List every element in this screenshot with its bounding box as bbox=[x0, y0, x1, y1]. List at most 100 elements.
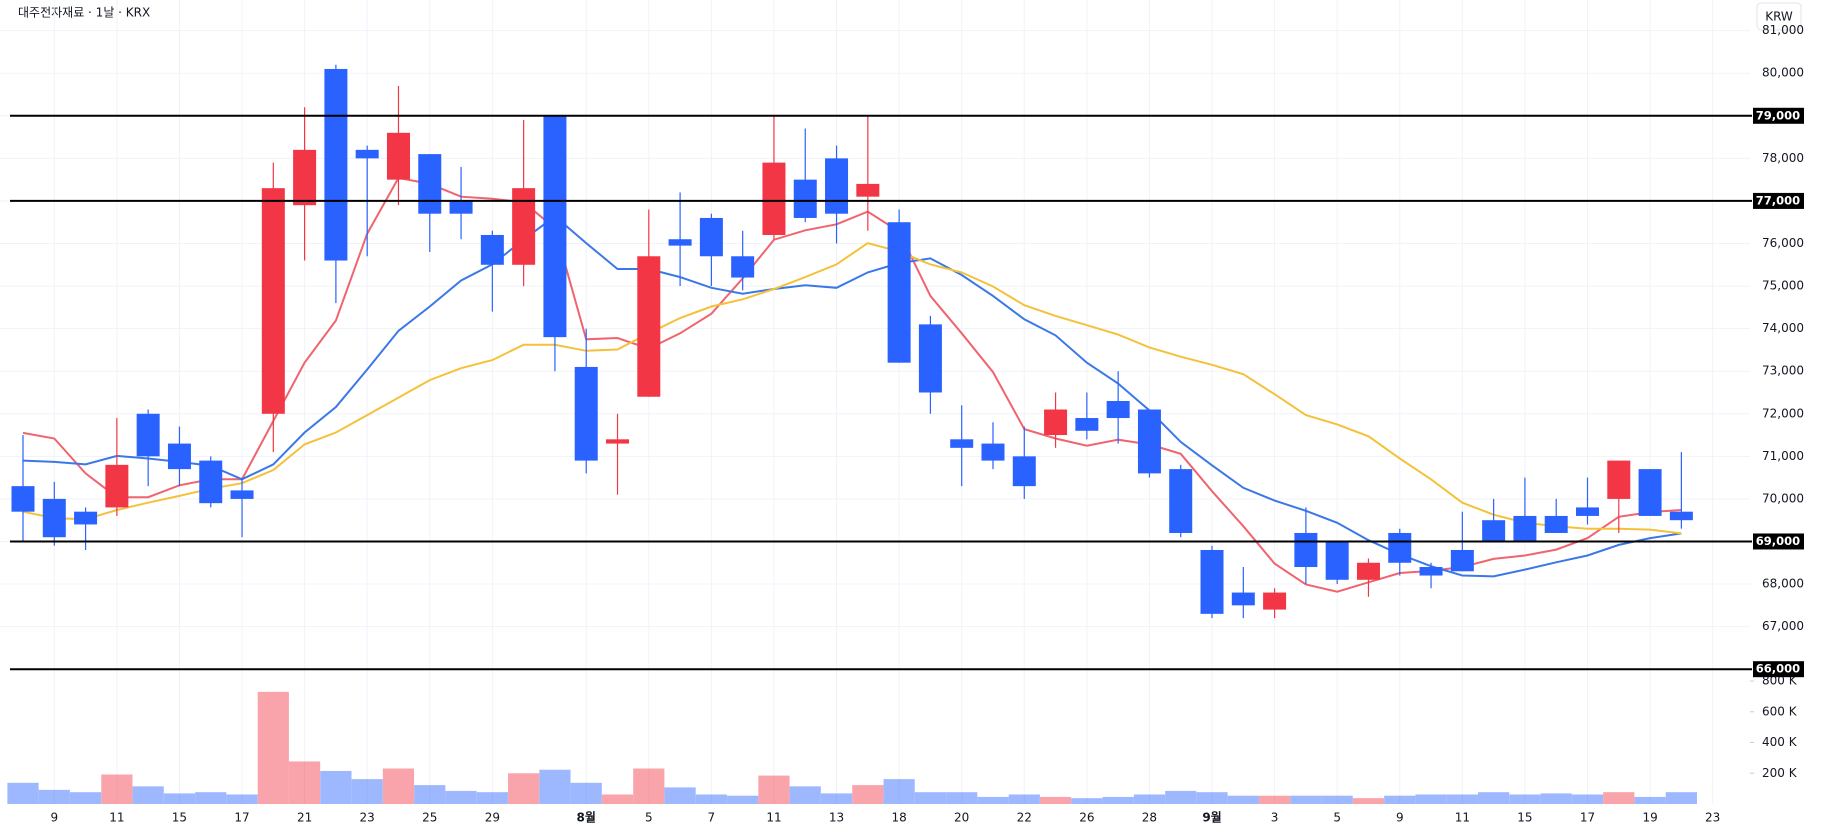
x-tick-label: 17 bbox=[234, 811, 249, 825]
x-tick-label: 28 bbox=[1142, 811, 1157, 825]
x-tick-label: 13 bbox=[829, 811, 844, 825]
x-tick-label: 15 bbox=[172, 811, 187, 825]
volume-bar bbox=[257, 691, 289, 804]
y-tick-label: 76,000 bbox=[1762, 236, 1804, 250]
candle-body bbox=[887, 222, 911, 363]
volume-bar bbox=[445, 790, 477, 804]
moving-average-line bbox=[22, 242, 1682, 535]
volume-bar bbox=[320, 770, 352, 804]
candle-body bbox=[199, 460, 223, 504]
candle-body bbox=[230, 490, 254, 499]
volume-bar bbox=[1446, 794, 1478, 804]
x-tick-label: 23 bbox=[360, 811, 375, 825]
candle-body bbox=[1607, 460, 1631, 499]
x-tick-label: 9 bbox=[1396, 811, 1404, 825]
candle-body bbox=[449, 200, 473, 214]
volume-bar bbox=[476, 792, 508, 804]
candle-body bbox=[1419, 567, 1443, 576]
candle-body bbox=[1482, 520, 1506, 542]
candle-body bbox=[512, 188, 536, 265]
currency-button-label[interactable]: KRW bbox=[1765, 10, 1793, 24]
level-label: 66,000 bbox=[1756, 662, 1800, 676]
y-tick-label: 78,000 bbox=[1762, 151, 1804, 165]
x-tick-label: 9 bbox=[50, 811, 58, 825]
volume-bar bbox=[852, 785, 884, 804]
y-tick-label: 75,000 bbox=[1762, 279, 1804, 293]
level-label-box bbox=[1753, 192, 1804, 209]
candle-body bbox=[950, 439, 974, 448]
volume-bar bbox=[695, 794, 727, 804]
level-label-box bbox=[1753, 107, 1804, 124]
level-label: 77,000 bbox=[1756, 193, 1800, 207]
candle-body bbox=[793, 179, 817, 218]
candle-body bbox=[1638, 469, 1662, 516]
candle-body bbox=[1263, 592, 1287, 610]
x-tick-label: 25 bbox=[422, 811, 437, 825]
candle-body bbox=[1294, 532, 1318, 568]
x-tick-label: 29 bbox=[485, 811, 500, 825]
volume-bar bbox=[1509, 794, 1541, 804]
candle-body bbox=[480, 234, 504, 265]
volume-bar bbox=[289, 761, 321, 804]
volume-bar bbox=[351, 779, 383, 804]
candle-body bbox=[1513, 515, 1537, 542]
level-label: 79,000 bbox=[1756, 108, 1800, 122]
y-tick-label: 81,000 bbox=[1762, 23, 1804, 37]
volume-tick-label: 600 K bbox=[1762, 704, 1798, 718]
candle-body bbox=[668, 239, 692, 246]
volume-bar bbox=[1071, 798, 1103, 804]
candle-body bbox=[11, 486, 35, 512]
y-tick-label: 68,000 bbox=[1762, 577, 1804, 591]
x-tick-label: 15 bbox=[1517, 811, 1532, 825]
candle-body bbox=[261, 188, 285, 414]
volume-bar bbox=[883, 779, 915, 804]
candle-body bbox=[42, 498, 66, 538]
volume-bar bbox=[1352, 798, 1385, 804]
candle-body bbox=[637, 256, 661, 397]
level-label-box bbox=[1753, 661, 1804, 678]
x-tick-label: 22 bbox=[1017, 811, 1032, 825]
x-tick-label: 18 bbox=[891, 811, 906, 825]
volume-bar bbox=[570, 782, 602, 804]
volume-bar bbox=[789, 786, 821, 804]
volume-bar bbox=[38, 789, 70, 804]
candle-body bbox=[386, 132, 410, 180]
volume-bar bbox=[1290, 795, 1322, 804]
x-tick-label: 26 bbox=[1079, 811, 1094, 825]
volume-bar bbox=[601, 794, 634, 804]
x-tick-label: 5 bbox=[1333, 811, 1341, 825]
x-tick-label: 20 bbox=[954, 811, 969, 825]
candle-body bbox=[418, 154, 442, 214]
candle-body bbox=[1137, 409, 1161, 474]
candle-body bbox=[856, 183, 880, 197]
volume-bar bbox=[1634, 796, 1666, 804]
volume-tick-label: 400 K bbox=[1762, 735, 1798, 749]
volume-bar bbox=[977, 796, 1009, 804]
volume-bar bbox=[633, 768, 665, 804]
volume-bar bbox=[1540, 793, 1572, 804]
candle-body bbox=[1106, 401, 1130, 419]
volume-bar bbox=[1227, 795, 1259, 804]
volume-bar bbox=[1321, 795, 1353, 804]
candle-body bbox=[136, 413, 160, 457]
candle-body bbox=[543, 115, 567, 338]
volume-tick-label: 200 K bbox=[1762, 766, 1798, 780]
candle-body bbox=[1325, 541, 1349, 580]
volume-bar bbox=[820, 793, 853, 804]
x-tick-label: 11 bbox=[766, 811, 781, 825]
volume-bar bbox=[727, 795, 759, 804]
currency-button[interactable] bbox=[1756, 2, 1802, 31]
x-tick-label: 19 bbox=[1642, 811, 1657, 825]
y-tick-label: 74,000 bbox=[1762, 321, 1804, 335]
volume-bar bbox=[163, 793, 196, 804]
x-tick-label: 8월 bbox=[577, 810, 596, 825]
candle-body bbox=[1450, 549, 1474, 572]
candle-body bbox=[1012, 456, 1036, 487]
candle-body bbox=[762, 162, 786, 235]
y-tick-label: 72,000 bbox=[1762, 406, 1804, 420]
candle-body bbox=[1075, 418, 1099, 431]
candle-body bbox=[1669, 511, 1693, 521]
volume-bar bbox=[1039, 796, 1072, 804]
candle-body bbox=[1231, 592, 1255, 606]
